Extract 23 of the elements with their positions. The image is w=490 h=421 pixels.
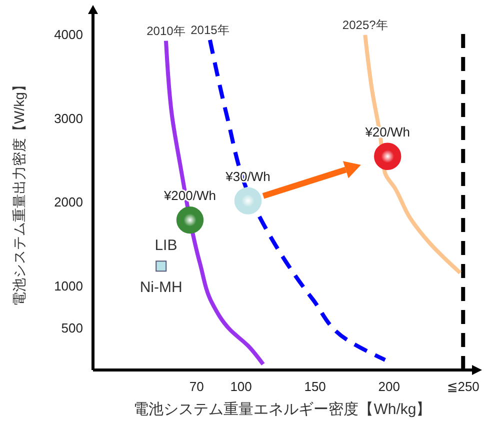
series-label: 2010年 — [146, 24, 186, 38]
y-tick-label: 3000 — [54, 110, 83, 126]
y-tick-label: 500 — [61, 320, 83, 336]
y-tick-label: 1000 — [54, 278, 83, 294]
x-tick-label: 100 — [230, 379, 252, 394]
series-label: 2025?年 — [342, 18, 388, 32]
series-label: 2015年 — [190, 22, 230, 37]
x-tick-label: 200 — [378, 379, 400, 394]
line-series — [363, 32, 462, 275]
point — [176, 206, 204, 234]
point — [234, 187, 262, 214]
x-tick-label: 70 — [189, 379, 204, 394]
point — [374, 142, 402, 170]
x-tick-label: ≦250 — [446, 379, 480, 394]
y-axis-title: 電池システム重量出力密度【W/kg】 — [11, 78, 27, 306]
series-label: LIB — [154, 237, 178, 254]
y-tick-label: 4000 — [54, 27, 83, 42]
series-label: Ni-MH — [140, 279, 182, 296]
x-tick-label: 150 — [304, 379, 326, 394]
x-axis-title: 電池システム重量エネルギー密度【Wh/kg】 — [134, 401, 432, 418]
point — [156, 260, 167, 272]
y-tick-label: 2000 — [54, 194, 83, 210]
annotation: ¥20/Wh — [364, 124, 410, 140]
